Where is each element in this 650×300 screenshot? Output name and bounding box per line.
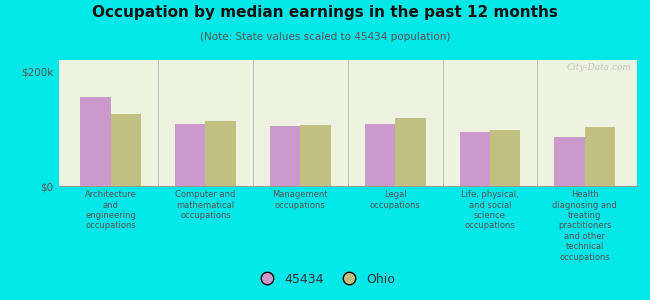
Bar <box>490 130 521 186</box>
Text: Occupation by median earnings in the past 12 months: Occupation by median earnings in the pas… <box>92 4 558 20</box>
Bar <box>205 121 236 186</box>
Bar <box>460 132 490 186</box>
Bar <box>270 126 300 186</box>
Text: City-Data.com: City-Data.com <box>566 62 631 71</box>
Bar <box>554 137 585 186</box>
Bar <box>300 125 331 186</box>
Text: (Note: State values scaled to 45434 population): (Note: State values scaled to 45434 popu… <box>200 32 450 41</box>
Bar <box>585 127 615 186</box>
Bar <box>395 118 426 186</box>
Bar <box>365 124 395 186</box>
Bar <box>111 114 141 186</box>
Bar <box>175 124 205 186</box>
Bar <box>81 97 110 186</box>
Legend: 45434, Ohio: 45434, Ohio <box>250 268 400 291</box>
